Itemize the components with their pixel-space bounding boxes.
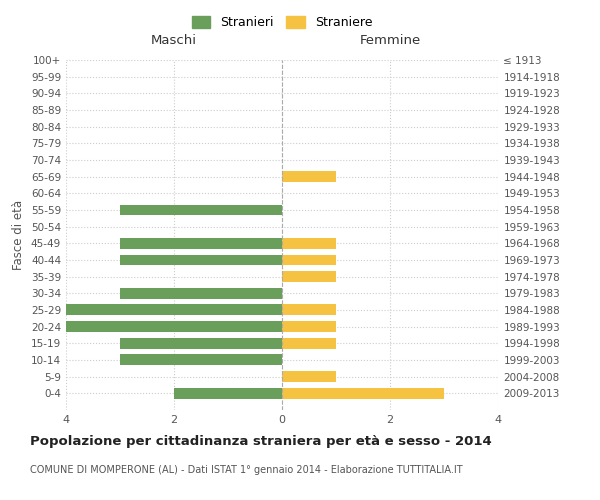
Bar: [120, 204, 282, 216]
Text: COMUNE DI MOMPERONE (AL) - Dati ISTAT 1° gennaio 2014 - Elaborazione TUTTITALIA.: COMUNE DI MOMPERONE (AL) - Dati ISTAT 1°…: [30, 465, 463, 475]
Bar: [282, 388, 444, 398]
Bar: [282, 271, 336, 282]
Text: Popolazione per cittadinanza straniera per età e sesso - 2014: Popolazione per cittadinanza straniera p…: [30, 435, 492, 448]
Y-axis label: Fasce di età: Fasce di età: [13, 200, 25, 270]
Bar: [120, 354, 282, 366]
Bar: [282, 321, 336, 332]
Bar: [120, 288, 282, 298]
Bar: [282, 304, 336, 316]
Bar: [120, 254, 282, 266]
Bar: [174, 388, 282, 398]
Bar: [66, 321, 282, 332]
Bar: [66, 304, 282, 316]
Text: Maschi: Maschi: [151, 34, 197, 46]
Text: Femmine: Femmine: [359, 34, 421, 46]
Bar: [282, 338, 336, 348]
Bar: [120, 238, 282, 248]
Bar: [282, 171, 336, 182]
Legend: Stranieri, Straniere: Stranieri, Straniere: [187, 11, 377, 34]
Bar: [282, 238, 336, 248]
Bar: [282, 254, 336, 266]
Bar: [282, 371, 336, 382]
Bar: [120, 338, 282, 348]
